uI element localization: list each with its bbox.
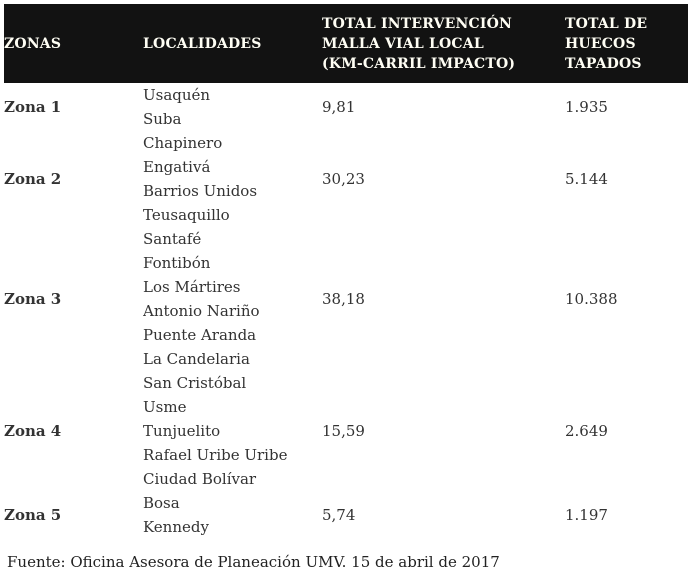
table-body: Zona 1 Usaquén 9,81 1.935 Suba Zona 2 Ch… (4, 83, 688, 539)
table-row: Ciudad Bolívar (4, 467, 688, 491)
locality-cell: Los Mártires (143, 278, 241, 296)
table-header: ZONAS LOCALIDADES TOTAL INTERVENCIÓN MAL… (4, 4, 688, 83)
zone-label: Zona 3 (4, 290, 62, 308)
table-row: Zona 3 Santafé 38,18 10.388 (4, 227, 688, 308)
locality-cell: Usme (143, 398, 187, 416)
locality-cell: San Cristóbal (143, 374, 247, 392)
locality-cell: Teusaquillo (143, 206, 230, 224)
locality-cell: Antonio Nariño (143, 302, 260, 320)
table-row: Usme (4, 395, 688, 419)
holes-value: 2.649 (565, 422, 608, 440)
locality-cell: Santafé (143, 230, 202, 248)
table-row: Suba (4, 107, 688, 131)
locality-cell: Barrios Unidos (143, 182, 258, 200)
locality-cell: La Candelaria (143, 350, 250, 368)
source-caption: Fuente: Oficina Asesora de Planeación UM… (7, 553, 500, 571)
holes-value: 1.935 (565, 98, 608, 116)
column-header-huecos: TOTAL DE HUECOS TAPADOS (565, 4, 688, 83)
locality-cell: Chapinero (143, 134, 223, 152)
table-row: Zona 2 Chapinero 30,23 5.144 (4, 131, 688, 188)
intervention-value: 38,18 (322, 290, 365, 308)
table-row: Puente Aranda (4, 323, 688, 347)
table-row: Rafael Uribe Uribe (4, 443, 688, 467)
locality-cell: Ciudad Bolívar (143, 470, 257, 488)
table-row: Barrios Unidos (4, 179, 688, 203)
intervention-value: 5,74 (322, 506, 356, 524)
column-header-zonas: ZONAS (4, 4, 143, 83)
locality-cell: Fontibón (143, 254, 211, 272)
holes-value: 5.144 (565, 170, 608, 188)
zone-label: Zona 2 (4, 170, 62, 188)
locality-cell: Suba (143, 110, 182, 128)
table-row: Antonio Nariño (4, 299, 688, 323)
table-row: Zona 4 San Cristóbal 15,59 2.649 (4, 371, 688, 440)
holes-value: 10.388 (565, 290, 618, 308)
locality-cell: Puente Aranda (143, 326, 257, 344)
column-header-intervencion: TOTAL INTERVENCIÓN MALLA VIAL LOCAL (KM-… (322, 4, 565, 83)
locality-cell: Rafael Uribe Uribe (143, 446, 288, 464)
table-row: Zona 1 Usaquén 9,81 1.935 (4, 83, 688, 116)
table-row: La Candelaria (4, 347, 688, 371)
header-row: ZONAS LOCALIDADES TOTAL INTERVENCIÓN MAL… (4, 4, 688, 83)
table-row: Engativá (4, 155, 688, 179)
locality-cell: Engativá (143, 158, 211, 176)
table-row: Zona 5 Bosa 5,74 1.197 (4, 491, 688, 524)
zone-label: Zona 5 (4, 506, 62, 524)
table-row: Teusaquillo (4, 203, 688, 227)
locality-cell: Tunjuelito (143, 422, 221, 440)
locality-cell: Bosa (143, 494, 180, 512)
zones-table: ZONAS LOCALIDADES TOTAL INTERVENCIÓN MAL… (4, 4, 688, 539)
intervention-value: 15,59 (322, 422, 365, 440)
zone-label: Zona 1 (4, 98, 62, 116)
table-row: Tunjuelito (4, 419, 688, 443)
table-row: Kennedy (4, 515, 688, 539)
locality-cell: Kennedy (143, 518, 209, 536)
locality-cell: Usaquén (143, 86, 211, 104)
table-row: Fontibón (4, 251, 688, 275)
holes-value: 1.197 (565, 506, 608, 524)
intervention-value: 30,23 (322, 170, 365, 188)
zone-label: Zona 4 (4, 422, 62, 440)
column-header-localidades: LOCALIDADES (143, 4, 322, 83)
table-row: Los Mártires (4, 275, 688, 299)
intervention-value: 9,81 (322, 98, 356, 116)
